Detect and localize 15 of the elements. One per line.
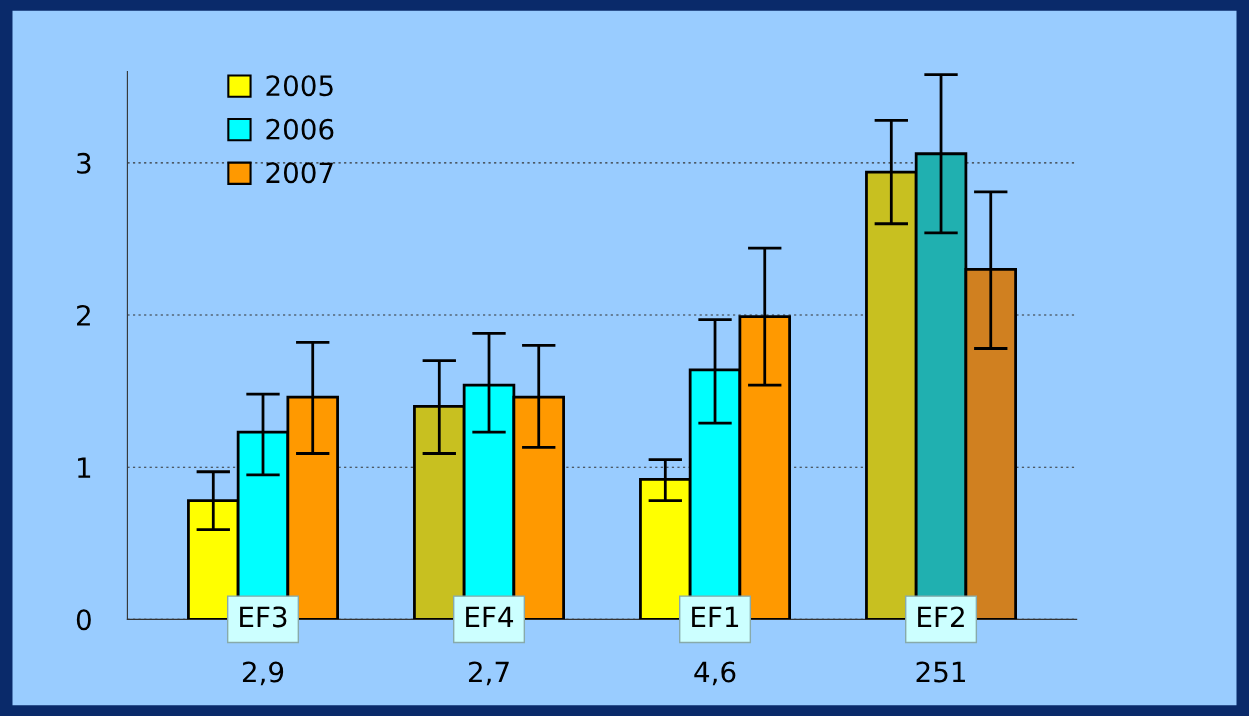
- x-tick-label: 2,9: [242, 661, 284, 686]
- x-tick-label: 4,6: [694, 661, 736, 686]
- annotation: EF3: [240, 606, 287, 628]
- annotation: EF1: [692, 606, 739, 627]
- x-tick-label: 2,7: [468, 661, 509, 686]
- legend-label: 2006: [266, 118, 334, 140]
- annotation: EF4: [466, 606, 514, 627]
- legend-label: 2005: [266, 75, 333, 97]
- x-tick-label: 251: [916, 661, 965, 683]
- annotation: EF2: [918, 606, 964, 627]
- y-tick-label: 3: [77, 152, 91, 174]
- legend-label: 2007: [266, 162, 333, 184]
- y-tick-label: 0: [76, 609, 91, 631]
- y-tick-label: 2: [77, 304, 90, 326]
- y-tick-label: 1: [78, 457, 91, 478]
